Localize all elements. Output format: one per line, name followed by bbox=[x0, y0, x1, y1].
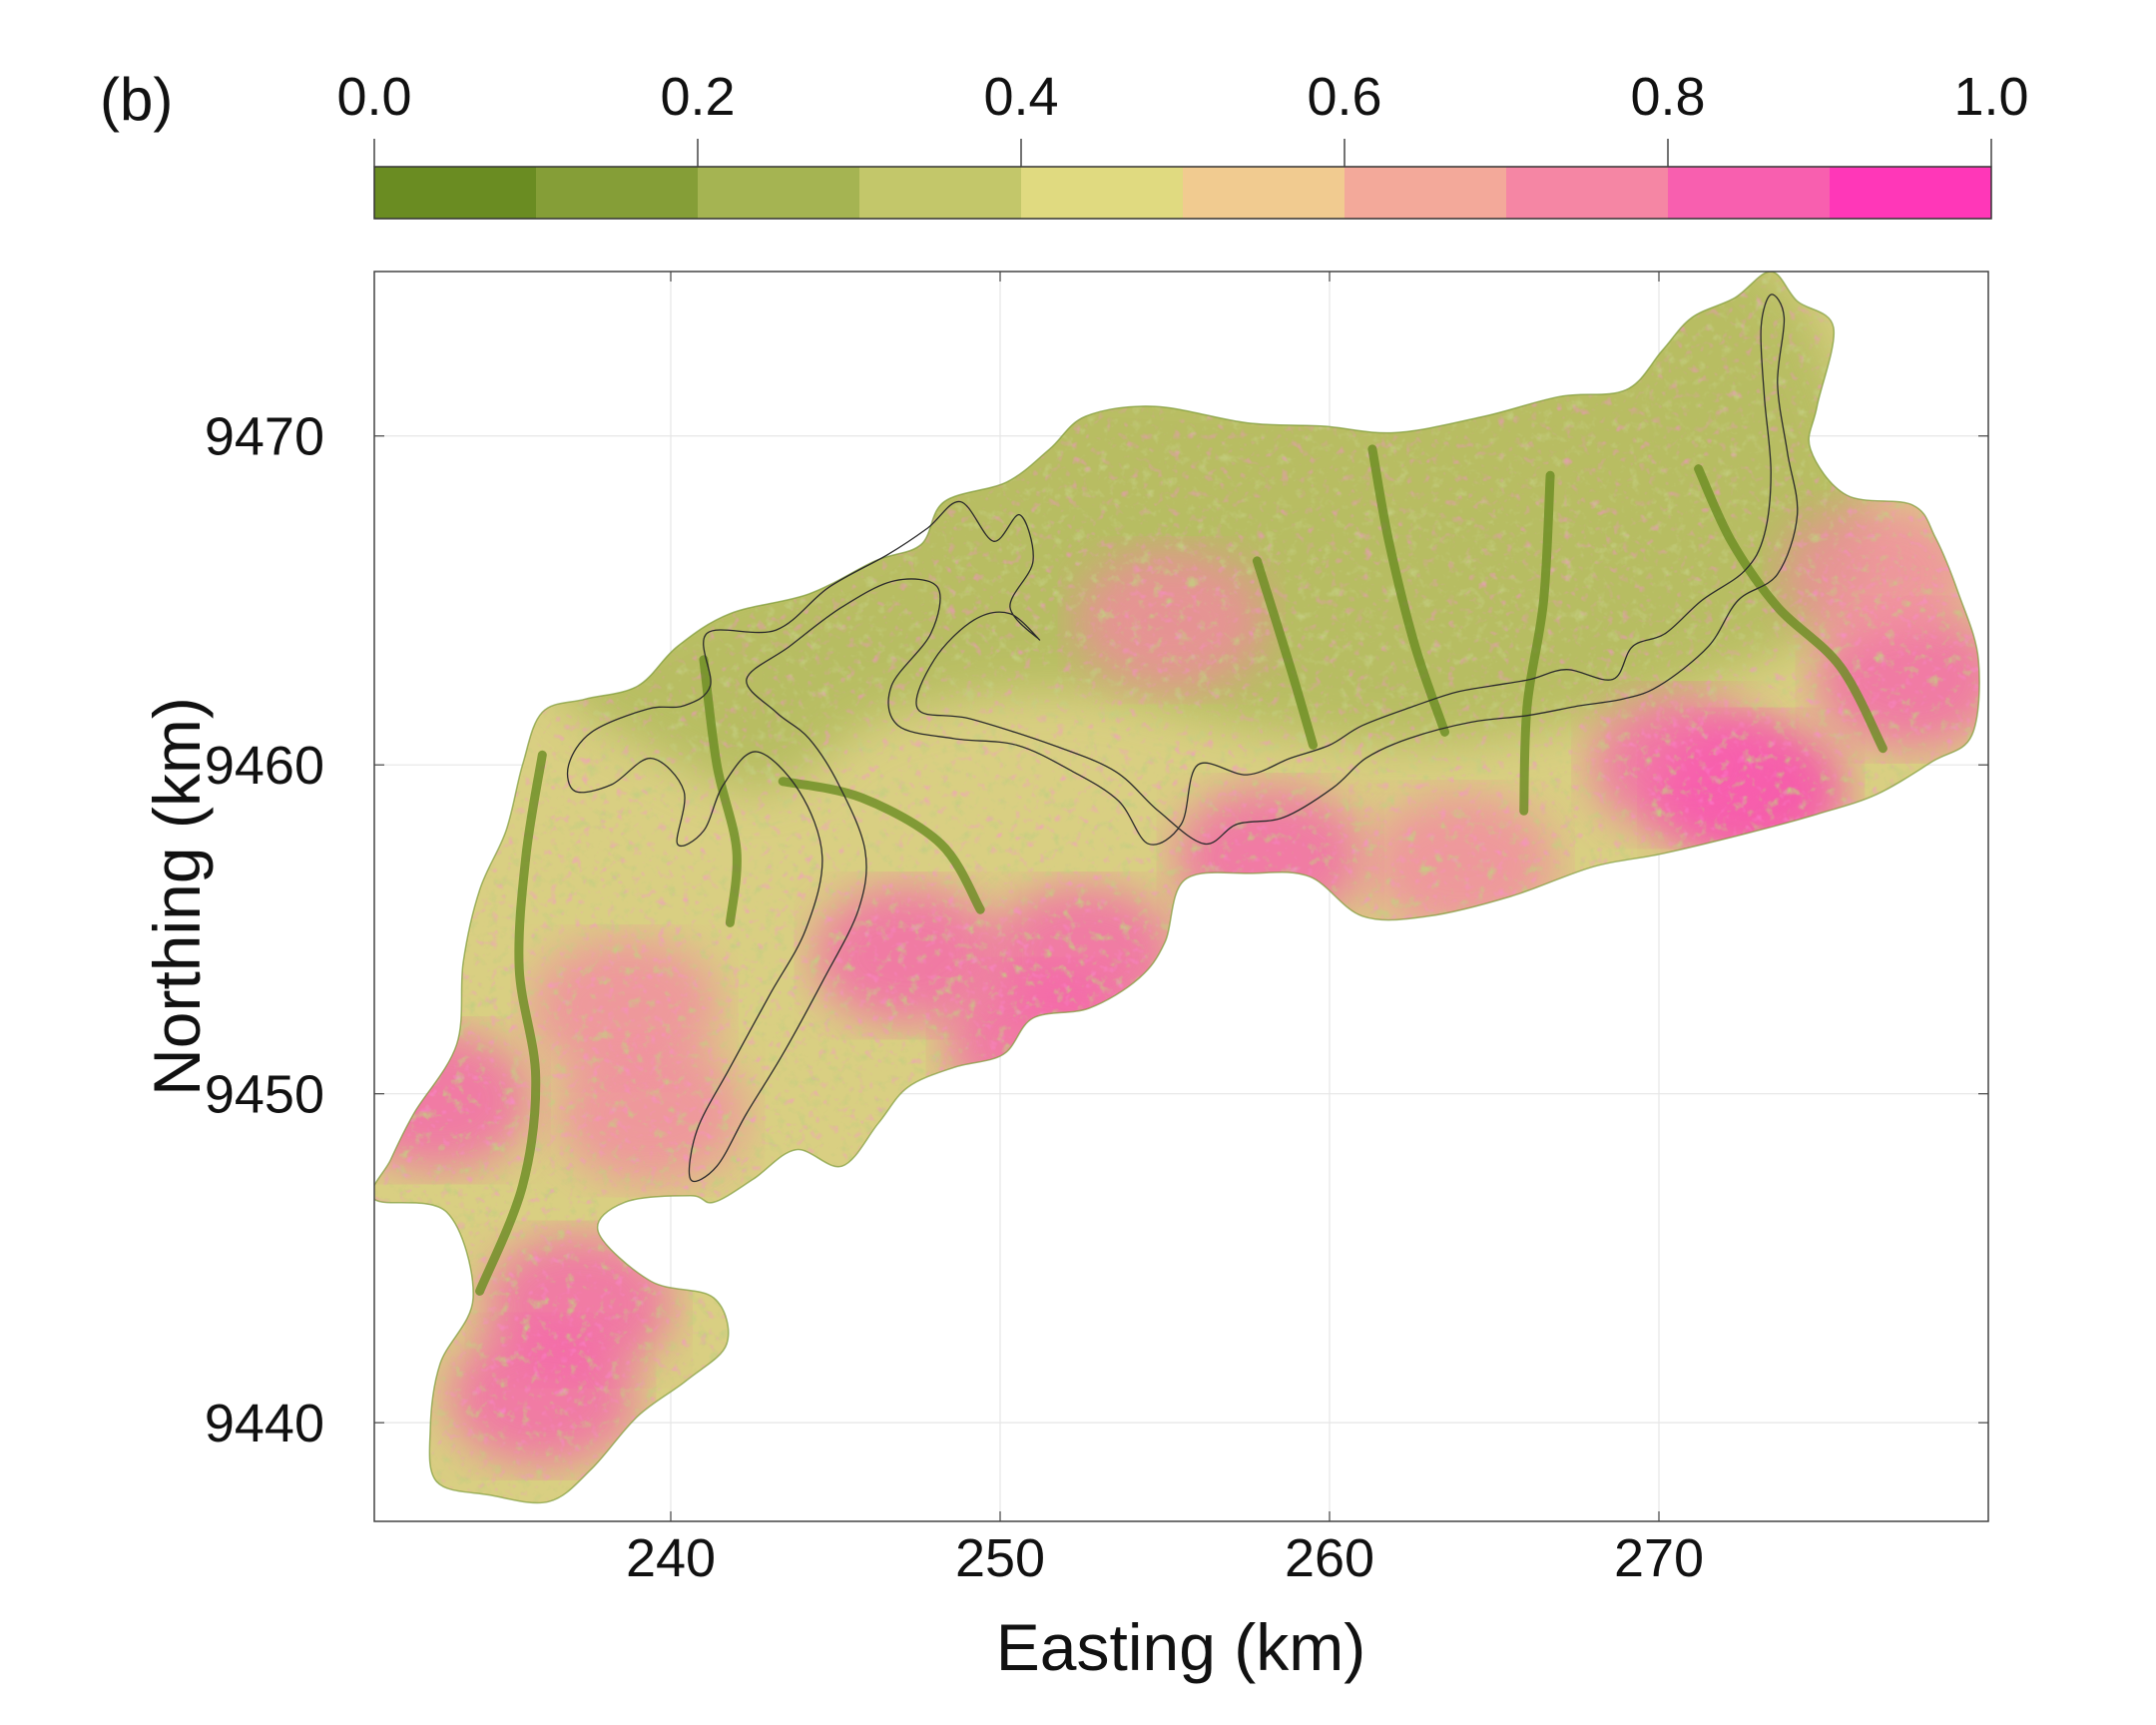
colorbar: 0.0 0.2 0.4 0.6 0.8 1.0 bbox=[336, 67, 2029, 220]
x-tick-label: 260 bbox=[1285, 1528, 1374, 1588]
region-outline bbox=[374, 272, 1980, 1504]
valley-3 bbox=[1252, 556, 1318, 750]
y-tick-label: 9460 bbox=[205, 736, 324, 796]
valley-4 bbox=[1519, 470, 1555, 816]
colorbar-tick-label: 0.4 bbox=[983, 67, 1058, 127]
colorbar-bin-5 bbox=[1183, 167, 1346, 219]
colorbar-bin-8 bbox=[1668, 167, 1831, 219]
raster-layer bbox=[374, 272, 1980, 1504]
colorbar-bin-3 bbox=[859, 167, 1022, 219]
x-tick-label: 240 bbox=[626, 1528, 716, 1588]
axis-ticks bbox=[374, 272, 1988, 1521]
inner-boundary-line bbox=[566, 293, 1799, 1183]
colorbar-tick-label: 0.6 bbox=[1307, 67, 1381, 127]
x-axis-label: Easting (km) bbox=[996, 1610, 1365, 1684]
valley-0 bbox=[475, 750, 547, 1296]
plot-frame bbox=[373, 271, 1989, 1522]
plot-panel: 240 250 260 270 9440 9450 9460 9470 bbox=[205, 271, 1989, 1588]
colorbar-bin-4 bbox=[1021, 167, 1184, 219]
x-tick-labels: 240 250 260 270 bbox=[626, 1528, 1704, 1588]
y-tick-label: 9470 bbox=[205, 407, 324, 467]
valley-5 bbox=[1694, 464, 1887, 754]
colorbar-bin-6 bbox=[1345, 167, 1507, 219]
colorbar-tick-label: 1.0 bbox=[1953, 67, 2028, 127]
valley-6 bbox=[1367, 444, 1449, 737]
y-tick-labels: 9440 9450 9460 9470 bbox=[205, 407, 324, 1453]
colorbar-frame bbox=[373, 166, 1992, 220]
colorbar-tick-label: 0.0 bbox=[336, 67, 411, 127]
colorbar-bin-1 bbox=[536, 167, 699, 219]
colorbar-bins bbox=[374, 167, 1992, 219]
valley-1 bbox=[699, 655, 742, 927]
panel-label: (b) bbox=[100, 66, 173, 133]
y-axis-label: Northing (km) bbox=[140, 697, 214, 1096]
colorbar-bin-7 bbox=[1506, 167, 1669, 219]
colorbar-ticks: 0.0 0.2 0.4 0.6 0.8 1.0 bbox=[336, 67, 2029, 167]
colorbar-bin-0 bbox=[374, 167, 537, 219]
y-tick-label: 9440 bbox=[205, 1394, 324, 1453]
valley-2 bbox=[778, 777, 985, 914]
colorbar-bin-9 bbox=[1830, 167, 1992, 219]
y-tick-label: 9450 bbox=[205, 1065, 324, 1125]
valley-channels bbox=[475, 444, 1887, 1296]
colorbar-tick-label: 0.8 bbox=[1630, 67, 1705, 127]
colorbar-bin-2 bbox=[698, 167, 860, 219]
x-tick-label: 270 bbox=[1614, 1528, 1704, 1588]
x-tick-label: 250 bbox=[955, 1528, 1045, 1588]
colorbar-tick-label: 0.2 bbox=[660, 67, 735, 127]
